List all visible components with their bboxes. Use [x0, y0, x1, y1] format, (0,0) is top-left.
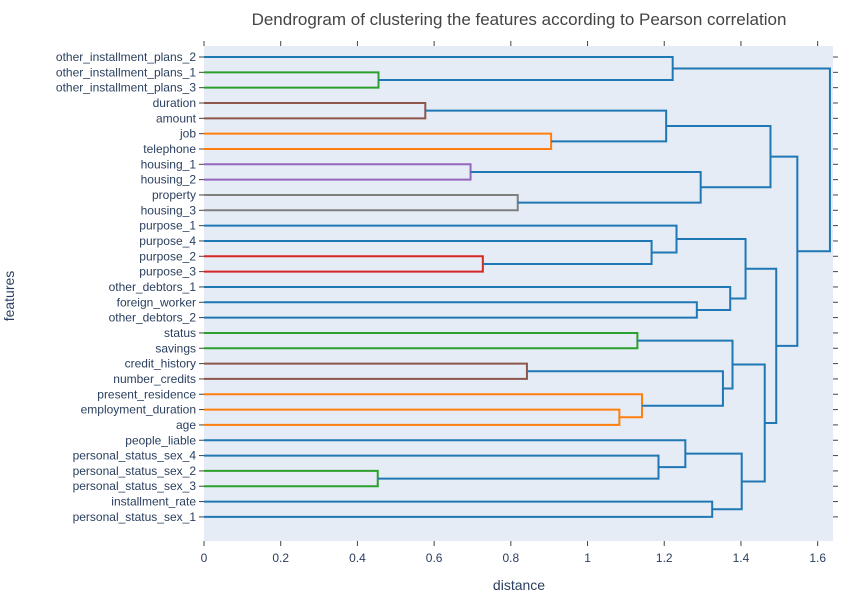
leaf-label-other_debtors_1: other_debtors_1: [109, 280, 197, 294]
leaf-label-employment_duration: employment_duration: [81, 403, 196, 417]
link-j: [204, 255, 484, 273]
leaf-label-personal_status_sex_2: personal_status_sex_2: [73, 464, 197, 478]
leaf-label-age: age: [176, 418, 196, 432]
dendrogram-links: [204, 56, 831, 518]
link-z: [685, 452, 743, 511]
leaf-label-present_residence: present_residence: [97, 387, 196, 401]
link-p: [204, 331, 639, 350]
plot-area: [204, 46, 833, 541]
leaf-label-amount: amount: [156, 111, 197, 125]
leaf-label-purpose_4: purpose_4: [139, 234, 196, 248]
x-tick-label: 0.8: [502, 551, 519, 565]
leaf-label-other_debtors_2: other_debtors_2: [109, 311, 197, 325]
leaf-label-savings: savings: [155, 341, 196, 355]
link-x: [204, 439, 687, 469]
x-tick-label: 1: [584, 551, 591, 565]
x-tick-label: 0.4: [349, 551, 366, 565]
link-n: [204, 285, 732, 311]
x-axis-title: distance: [493, 577, 545, 593]
leaf-label-housing_1: housing_1: [141, 157, 197, 171]
x-tick-label: 1.6: [809, 551, 826, 565]
leaf-labels: other_installment_plans_2other_installme…: [56, 50, 197, 524]
link-u: [637, 339, 734, 390]
link-a: [204, 71, 380, 89]
leaf-label-personal_status_sex_4: personal_status_sex_4: [73, 449, 197, 463]
link-k: [204, 239, 653, 265]
x-tick-label: 1.2: [656, 551, 673, 565]
leaf-label-people_liable: people_liable: [125, 433, 196, 447]
leaf-label-credit_history: credit_history: [125, 357, 196, 371]
leaf-label-installment_rate: installment_rate: [111, 495, 196, 509]
leaf-label-personal_status_sex_1: personal_status_sex_1: [73, 510, 197, 524]
leaf-label-number_credits: number_credits: [113, 372, 196, 386]
link-v: [204, 469, 379, 488]
link-m: [204, 301, 698, 319]
leaf-label-other_installment_plans_1: other_installment_plans_1: [56, 65, 196, 79]
x-tick-label: 0.2: [272, 551, 289, 565]
leaf-label-foreign_worker: foreign_worker: [117, 295, 196, 309]
leaf-label-other_installment_plans_3: other_installment_plans_3: [56, 81, 196, 95]
link-ac: [770, 155, 799, 347]
leaf-label-property: property: [152, 188, 196, 202]
leaf-label-duration: duration: [153, 96, 196, 110]
leaf-label-personal_status_sex_3: personal_status_sex_3: [73, 479, 197, 493]
link-l: [204, 224, 678, 254]
chart-title: Dendrogram of clustering the features ac…: [252, 10, 787, 29]
x-axis: 0 0.2 0.4 0.6 0.8 1 1.2 1.4 1.6: [201, 41, 826, 565]
x-tick-label: 1.4: [733, 551, 750, 565]
leaf-label-telephone: telephone: [143, 142, 196, 156]
leaf-label-purpose_3: purpose_3: [139, 265, 196, 279]
x-tick-label: 0: [201, 551, 208, 565]
link-ad: [672, 67, 831, 253]
link-r: [204, 408, 621, 426]
leaf-label-purpose_1: purpose_1: [139, 219, 196, 233]
leaf-label-housing_2: housing_2: [141, 173, 197, 187]
leaf-label-other_installment_plans_2: other_installment_plans_2: [56, 50, 196, 64]
leaf-label-job: job: [179, 127, 196, 141]
link-aa: [732, 363, 766, 483]
x-tick-label: 0.6: [426, 551, 443, 565]
y-axis-title: features: [1, 271, 17, 322]
leaf-label-status: status: [164, 326, 196, 340]
leaf-label-housing_3: housing_3: [141, 203, 197, 217]
leaf-label-purpose_2: purpose_2: [139, 249, 196, 263]
y-axis: [199, 56, 838, 518]
